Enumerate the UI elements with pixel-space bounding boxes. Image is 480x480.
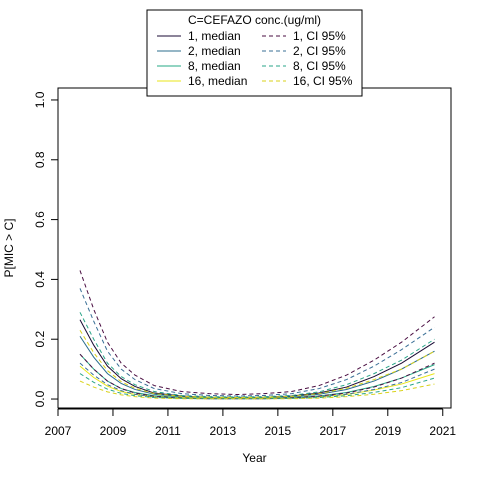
x-axis-title: Year: [242, 451, 266, 465]
series-line-16-ci-95-lower: [79, 380, 435, 400]
series-layer: [79, 270, 435, 400]
y-tick-label: 1.0: [33, 91, 47, 108]
x-tick-label: 2019: [374, 424, 401, 438]
x-tick-label: 2011: [155, 424, 181, 438]
y-tick-label: 0.4: [33, 271, 47, 288]
x-tick-label: 2007: [45, 424, 72, 438]
legend-label: 16, CI 95%: [293, 74, 353, 88]
series-line-1-ci-95-upper: [79, 270, 435, 396]
legend-label: 2, median: [188, 44, 241, 58]
y-axis: 0.0 0.2 0.4 0.6 0.8 1.0: [33, 91, 59, 407]
legend-label: 2, CI 95%: [293, 44, 346, 58]
legend-title: C=CEFAZO conc.(ug/ml): [188, 13, 321, 27]
x-tick-label: 2013: [210, 424, 237, 438]
y-tick-label: 0.2: [33, 331, 47, 348]
series-line-8-ci-95-lower: [79, 373, 435, 400]
x-tick-label: 2009: [100, 424, 127, 438]
legend-label: 8, median: [188, 59, 241, 73]
legend: C=CEFAZO conc.(ug/ml) 1, median 1, CI 95%…: [146, 9, 363, 97]
x-tick-label: 2017: [319, 424, 346, 438]
series-line-16-ci-95-upper: [79, 329, 435, 399]
y-tick-label: 0.8: [33, 151, 47, 168]
legend-label: 16, median: [188, 74, 247, 88]
x-axis: 2007 2009 2011 2013 2015 2017 2019 2021: [45, 408, 456, 438]
legend-label: 1, CI 95%: [293, 29, 346, 43]
legend-entries: 1, median 1, CI 95% 2, median 2, CI 95% 8, m…: [157, 29, 353, 88]
x-tick-label: 2021: [429, 424, 456, 438]
series-line-8-ci-95-upper: [79, 312, 435, 398]
y-axis-title: P[MIC > C]: [2, 218, 16, 277]
legend-label: 8, CI 95%: [293, 59, 346, 73]
y-tick-label: 0.0: [33, 390, 47, 407]
legend-label: 1, median: [188, 29, 241, 43]
series-line-2-ci-95-lower: [79, 362, 435, 400]
series-line-2-ci-95-upper: [79, 288, 435, 397]
legend-box: [146, 9, 363, 97]
y-tick-label: 0.6: [33, 211, 47, 228]
x-tick-label: 2015: [265, 424, 292, 438]
